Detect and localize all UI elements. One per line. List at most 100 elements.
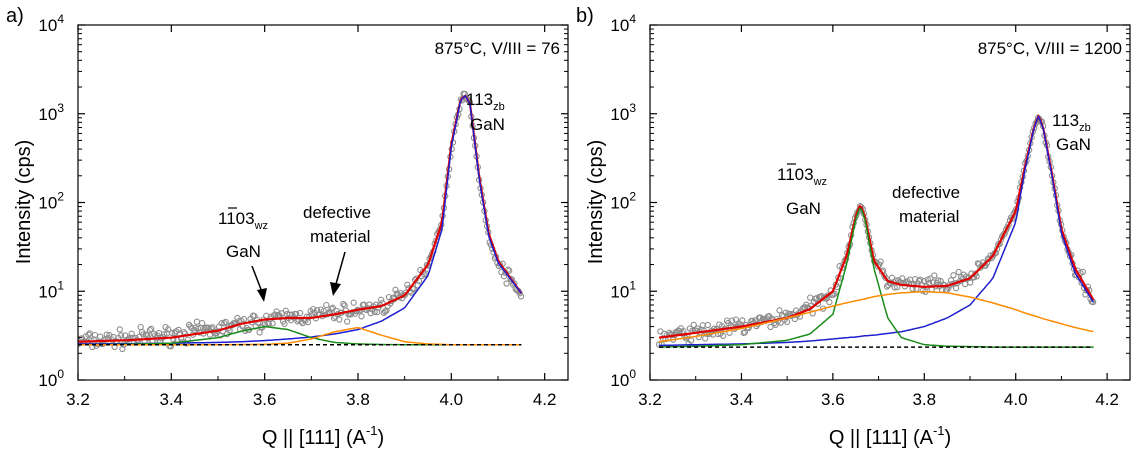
panel-b-peak-zb-material: GaN <box>1056 135 1091 154</box>
panel-b-component-line-3 <box>659 290 1094 343</box>
data-point <box>350 299 357 306</box>
panel-a-defective-line1: defective <box>303 203 371 222</box>
data-point <box>103 331 110 338</box>
data-point <box>303 313 310 320</box>
data-point <box>826 299 833 306</box>
x-tick-label: 4.0 <box>1004 390 1028 409</box>
x-tick-label: 4.0 <box>440 390 464 409</box>
panel-b: b) 3.2 3.4 3.6 3.8 4.0 4.2 100 101 102 103 104 875… <box>576 5 1131 449</box>
data-point <box>340 300 347 308</box>
panel-b-xlabel: Q || [111] (A-1) <box>829 423 951 449</box>
data-point <box>195 325 202 332</box>
data-point <box>952 285 960 292</box>
data-point <box>931 272 938 279</box>
data-point <box>741 329 749 336</box>
data-point <box>947 277 955 284</box>
y-tick-label: 102 <box>610 190 636 213</box>
data-point <box>882 274 889 282</box>
data-point <box>310 305 317 313</box>
panel-a-xlabel: Q || [111] (A-1) <box>262 423 384 449</box>
x-tick-label: 3.4 <box>730 390 754 409</box>
data-point <box>410 285 417 293</box>
y-tick-label: 102 <box>38 190 64 213</box>
y-tick-label: 104 <box>610 12 636 35</box>
panel-a-data-markers <box>78 90 525 353</box>
data-point <box>218 320 225 327</box>
data-point <box>935 277 942 284</box>
data-point <box>500 273 508 280</box>
data-point <box>137 323 144 331</box>
data-point <box>282 307 289 314</box>
panel-b-fit-line-0 <box>658 113 1095 339</box>
data-point <box>1079 268 1086 276</box>
data-point <box>377 296 385 303</box>
panel-a-axes: 3.2 3.4 3.6 3.8 4.0 4.2 100 101 102 103 104 <box>38 12 568 409</box>
data-point <box>175 326 182 334</box>
panel-b-component-line-2 <box>659 207 1094 348</box>
data-point <box>222 318 229 326</box>
x-tick-label: 3.6 <box>821 390 845 409</box>
y-tick-label: 103 <box>610 101 636 124</box>
x-tick-label: 3.4 <box>160 390 184 409</box>
data-point <box>272 311 279 318</box>
data-point <box>86 330 93 337</box>
panel-a-arrow-wz <box>251 265 263 293</box>
panel-b-peak-zb-label: 113zb <box>1052 111 1091 134</box>
y-tick-label: 100 <box>610 367 636 390</box>
data-point <box>776 307 783 314</box>
data-point <box>404 281 411 288</box>
data-point <box>336 316 343 323</box>
data-point <box>381 308 389 315</box>
data-point <box>97 333 104 340</box>
data-point <box>973 273 980 280</box>
data-point <box>511 280 518 287</box>
panel-a-component-line-1 <box>78 94 522 345</box>
data-point <box>807 294 814 301</box>
data-point <box>281 320 288 327</box>
panel-a-peak-wz-label: 1103wz <box>218 209 268 232</box>
data-point <box>367 309 374 317</box>
data-point <box>329 304 336 311</box>
data-point <box>920 277 928 285</box>
y-tick-label: 104 <box>38 12 64 35</box>
x-tick-label: 4.2 <box>533 390 557 409</box>
data-point <box>955 268 962 276</box>
panel-b-label: b) <box>576 5 594 27</box>
data-point <box>687 337 695 344</box>
panel-b-peak-wz-label: 1103wz <box>777 165 827 188</box>
data-point <box>371 308 378 315</box>
data-point <box>85 331 92 338</box>
panel-b-condition: 875°C, V/III = 1200 <box>978 39 1122 58</box>
data-point <box>690 321 697 329</box>
x-tick-label: 3.2 <box>638 390 662 409</box>
data-point <box>198 319 206 327</box>
data-point <box>293 310 300 318</box>
x-tick-label: 3.8 <box>912 390 936 409</box>
data-point <box>950 272 957 279</box>
data-point <box>728 317 736 324</box>
data-point <box>193 318 201 325</box>
data-point <box>517 293 525 300</box>
panel-a-arrow-defective <box>335 251 346 285</box>
data-point <box>116 326 123 333</box>
panel-a-ylabel: Intensity (cps) <box>13 140 35 264</box>
panel-a-label: a) <box>6 5 24 27</box>
data-point <box>704 321 711 329</box>
data-point <box>256 329 263 336</box>
data-point <box>503 280 510 287</box>
data-point <box>328 305 335 312</box>
panel-a-defective-line2: material <box>310 227 370 246</box>
panel-b-plot-area <box>655 113 1097 348</box>
panel-a-peak-wz-material: GaN <box>226 242 261 261</box>
data-point <box>783 318 791 326</box>
panel-a: a) 3.2 3.4 3.6 3.8 4.0 4.2 100 101 102 103 104 875… <box>6 5 569 449</box>
panel-b-component-line-1 <box>659 115 1095 347</box>
data-point <box>719 332 727 340</box>
panel-a-condition: 875°C, V/III = 76 <box>435 39 560 58</box>
y-tick-label: 103 <box>38 101 64 124</box>
panel-a-peak-zb-label: 113zb <box>466 90 505 113</box>
data-point <box>358 313 365 320</box>
panel-b-ylabel: Intensity (cps) <box>585 140 607 264</box>
data-point <box>767 323 774 331</box>
